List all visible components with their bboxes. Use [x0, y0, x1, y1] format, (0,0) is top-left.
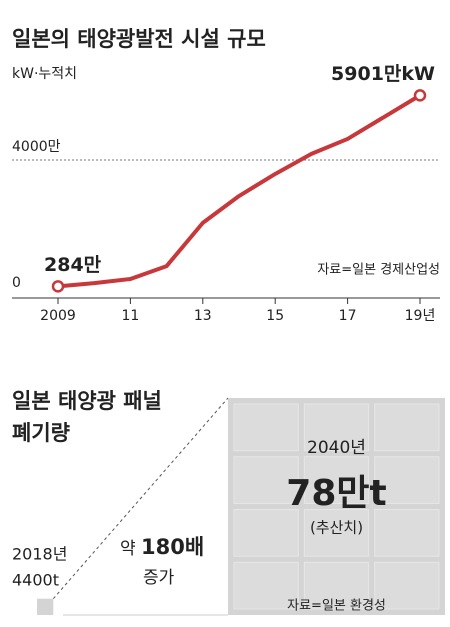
- panel-cell: [233, 456, 299, 504]
- x-tick-label: 15: [266, 308, 284, 324]
- panel-cell: [233, 509, 299, 557]
- ratio-value: 180배: [141, 535, 204, 559]
- chart-title: 일본의 태양광발전 시설 규모: [12, 27, 266, 51]
- category-label: 2040년: [307, 438, 366, 458]
- data-label: 5901만kW: [331, 63, 435, 85]
- y-tick-label: 4000만: [12, 139, 61, 155]
- source: 자료=일본 환경성: [287, 599, 386, 614]
- y-tick-label: 0: [12, 275, 21, 291]
- data-line: [57, 93, 422, 289]
- source: 자료=일본 경제산업성: [317, 263, 440, 278]
- unit-label: kW·누적치: [12, 66, 77, 82]
- panel-cell: [233, 403, 299, 452]
- category-label: 2018년: [12, 545, 67, 564]
- x-tick-label: 13: [194, 308, 212, 324]
- panel-cell: [374, 561, 440, 610]
- x-tick-label: 19년: [405, 308, 436, 324]
- ratio-suffix: 증가: [143, 568, 175, 588]
- data-label: 284만: [44, 254, 102, 276]
- x-tick-label: 2009: [40, 308, 76, 324]
- panel-cell: [374, 403, 440, 452]
- value-label: 78만t: [286, 473, 386, 514]
- connector: [52, 397, 229, 600]
- panel-cell: [303, 456, 370, 504]
- area-square: [37, 598, 54, 615]
- value-label: 4400t: [12, 571, 59, 590]
- panel-cell: [303, 509, 370, 557]
- end-marker: [51, 280, 65, 293]
- end-marker: [413, 89, 427, 102]
- panel-cell: [233, 561, 299, 610]
- chart-title: 폐기량: [12, 421, 70, 445]
- panel-cell: [374, 456, 440, 504]
- panel-cell: [303, 403, 370, 452]
- note: (추산치): [310, 519, 363, 537]
- chart-title: 일본 태양광 패널: [12, 389, 162, 413]
- panel-cell: [374, 509, 440, 557]
- panel-cell: [303, 561, 370, 610]
- ratio-prefix: 약: [120, 539, 136, 559]
- x-tick-label: 11: [121, 308, 139, 324]
- x-tick-label: 17: [339, 308, 357, 324]
